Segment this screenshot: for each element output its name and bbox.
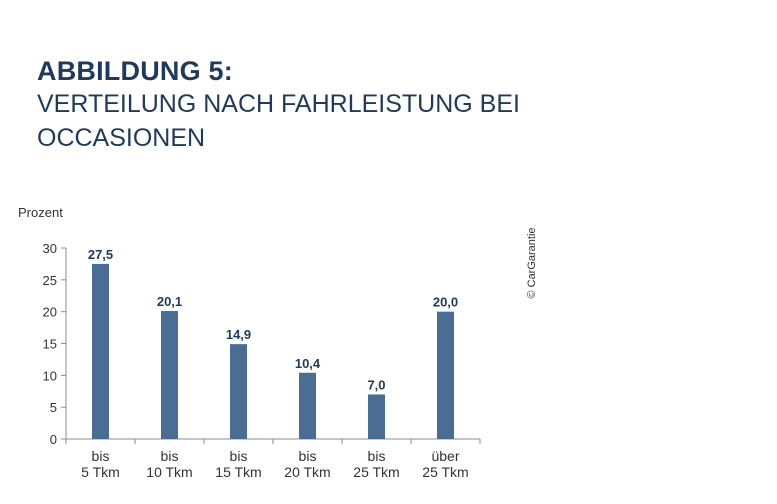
bar xyxy=(368,394,385,439)
category-label: bis xyxy=(230,448,248,464)
category-label: bis xyxy=(299,448,317,464)
figure-label: ABBILDUNG 5: xyxy=(37,56,233,86)
data-label: 10,4 xyxy=(295,356,321,371)
category-label: 5 Tkm xyxy=(81,464,120,480)
category-label: bis xyxy=(161,448,179,464)
bar xyxy=(161,311,178,439)
bar xyxy=(230,344,247,439)
y-tick-label: 10 xyxy=(43,368,57,383)
y-axis-label: Prozent xyxy=(18,205,63,220)
category-label: 25 Tkm xyxy=(422,464,468,480)
category-label: 25 Tkm xyxy=(353,464,399,480)
y-tick-label: 20 xyxy=(43,305,57,320)
figure-subtitle-line1: VERTEILUNG NACH FAHRLEISTUNG BEI xyxy=(37,90,520,118)
figure-subtitle-line2: OCCASIONEN xyxy=(37,124,206,152)
data-label: 14,9 xyxy=(226,327,251,342)
data-label: 27,5 xyxy=(88,247,113,262)
data-label: 7,0 xyxy=(367,377,385,392)
bar xyxy=(92,263,109,439)
y-tick-label: 30 xyxy=(43,241,57,256)
y-tick-label: 5 xyxy=(50,400,57,415)
chart-heading: ABBILDUNG 5: VERTEILUNG NACH FAHRLEISTUN… xyxy=(37,55,557,155)
bar xyxy=(437,311,454,439)
category-label: 20 Tkm xyxy=(284,464,330,480)
y-tick-label: 15 xyxy=(43,337,57,352)
data-label: 20,0 xyxy=(433,295,458,310)
y-tick-label: 25 xyxy=(43,273,57,288)
category-label: über xyxy=(431,448,459,464)
category-label: 15 Tkm xyxy=(215,464,261,480)
bar xyxy=(299,372,316,439)
category-label: 10 Tkm xyxy=(146,464,192,480)
category-label: bis xyxy=(368,448,386,464)
y-tick-label: 0 xyxy=(50,432,57,447)
category-label: bis xyxy=(92,448,110,464)
data-label: 20,1 xyxy=(157,294,182,309)
